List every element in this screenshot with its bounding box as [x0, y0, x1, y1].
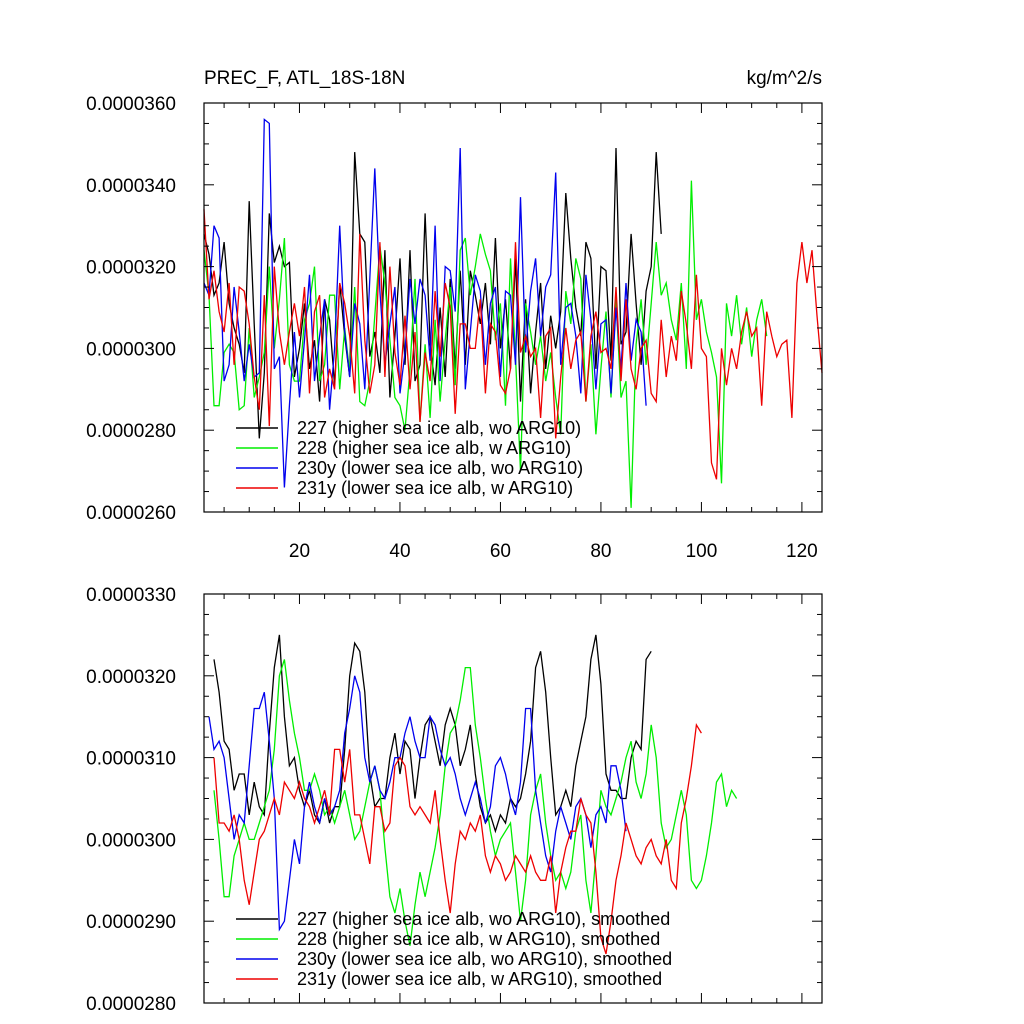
y-tick-label: 0.0000320: [86, 258, 176, 279]
x-tick-label: 40: [389, 541, 410, 562]
y-tick-label: 0.0000310: [86, 749, 176, 770]
legend-label: 228 (higher sea ice alb, w ARG10): [297, 438, 571, 458]
y-tick-label: 0.0000330: [86, 585, 176, 606]
x-tick-label: 60: [490, 541, 511, 562]
bottom-panel: 0.0000280 0.0000290 0.0000300 0.0000310 0.00…: [86, 585, 823, 1015]
top-panel: 20 40 60 80 100 120 0.0000260 0.0000280 0.000030…: [86, 94, 823, 562]
y-tick-label: 0.0000300: [86, 830, 176, 851]
y-tick-label: 0.0000280: [86, 994, 176, 1015]
units-label: kg/m^2/s: [747, 68, 822, 89]
series-line-0-2: [203, 118, 647, 488]
y-tick-label: 0.0000290: [86, 912, 176, 933]
legend-label: 227 (higher sea ice alb, wo ARG10), smoo…: [297, 909, 670, 929]
series-line-1-3: [213, 722, 702, 955]
y-tick-label: 0.0000300: [86, 339, 176, 360]
legend-label: 228 (higher sea ice alb, w ARG10), smoot…: [297, 929, 660, 949]
legend-label: 230y (lower sea ice alb, wo ARG10), smoo…: [297, 949, 672, 969]
chart-title: PREC_F, ATL_18S-18N: [204, 68, 405, 89]
legend: 227 (higher sea ice alb, wo ARG10), smoo…: [236, 909, 672, 989]
x-tick-label: 20: [289, 541, 310, 562]
series-line-1-2: [208, 675, 627, 932]
x-tick-label: 100: [686, 541, 718, 562]
legend-label: 231y (lower sea ice alb, w ARG10): [297, 478, 573, 498]
y-tick-label: 0.0000280: [86, 421, 176, 442]
series-line-0-3: [203, 209, 823, 480]
legend-label: 231y (lower sea ice alb, w ARG10), smoot…: [297, 969, 662, 989]
series-line-1-0: [213, 634, 652, 834]
y-tick-label: 0.0000260: [86, 503, 176, 524]
y-tick-label: 0.0000360: [86, 94, 176, 115]
y-tick-label: 0.0000340: [86, 176, 176, 197]
x-tick-label: 120: [786, 541, 818, 562]
series-line-1-1: [213, 659, 738, 946]
x-tick-label: 80: [590, 541, 611, 562]
legend-label: 230y (lower sea ice alb, wo ARG10): [297, 458, 583, 478]
legend: 227 (higher sea ice alb, wo ARG10)228 (h…: [236, 418, 583, 498]
y-tick-label: 0.0000320: [86, 667, 176, 688]
legend-label: 227 (higher sea ice alb, wo ARG10): [297, 418, 581, 438]
